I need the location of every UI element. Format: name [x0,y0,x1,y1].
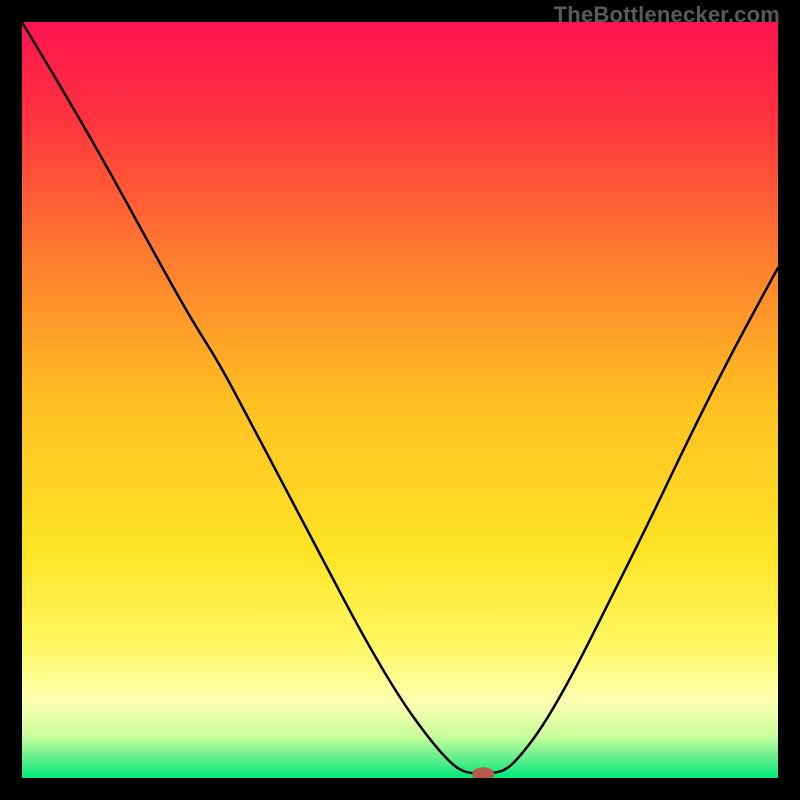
gradient-background [22,22,778,778]
gradient-rect [22,22,778,778]
chart-container: TheBottlenecker.com [0,0,800,800]
plot-area [22,22,778,778]
watermark-text: TheBottlenecker.com [554,2,780,28]
